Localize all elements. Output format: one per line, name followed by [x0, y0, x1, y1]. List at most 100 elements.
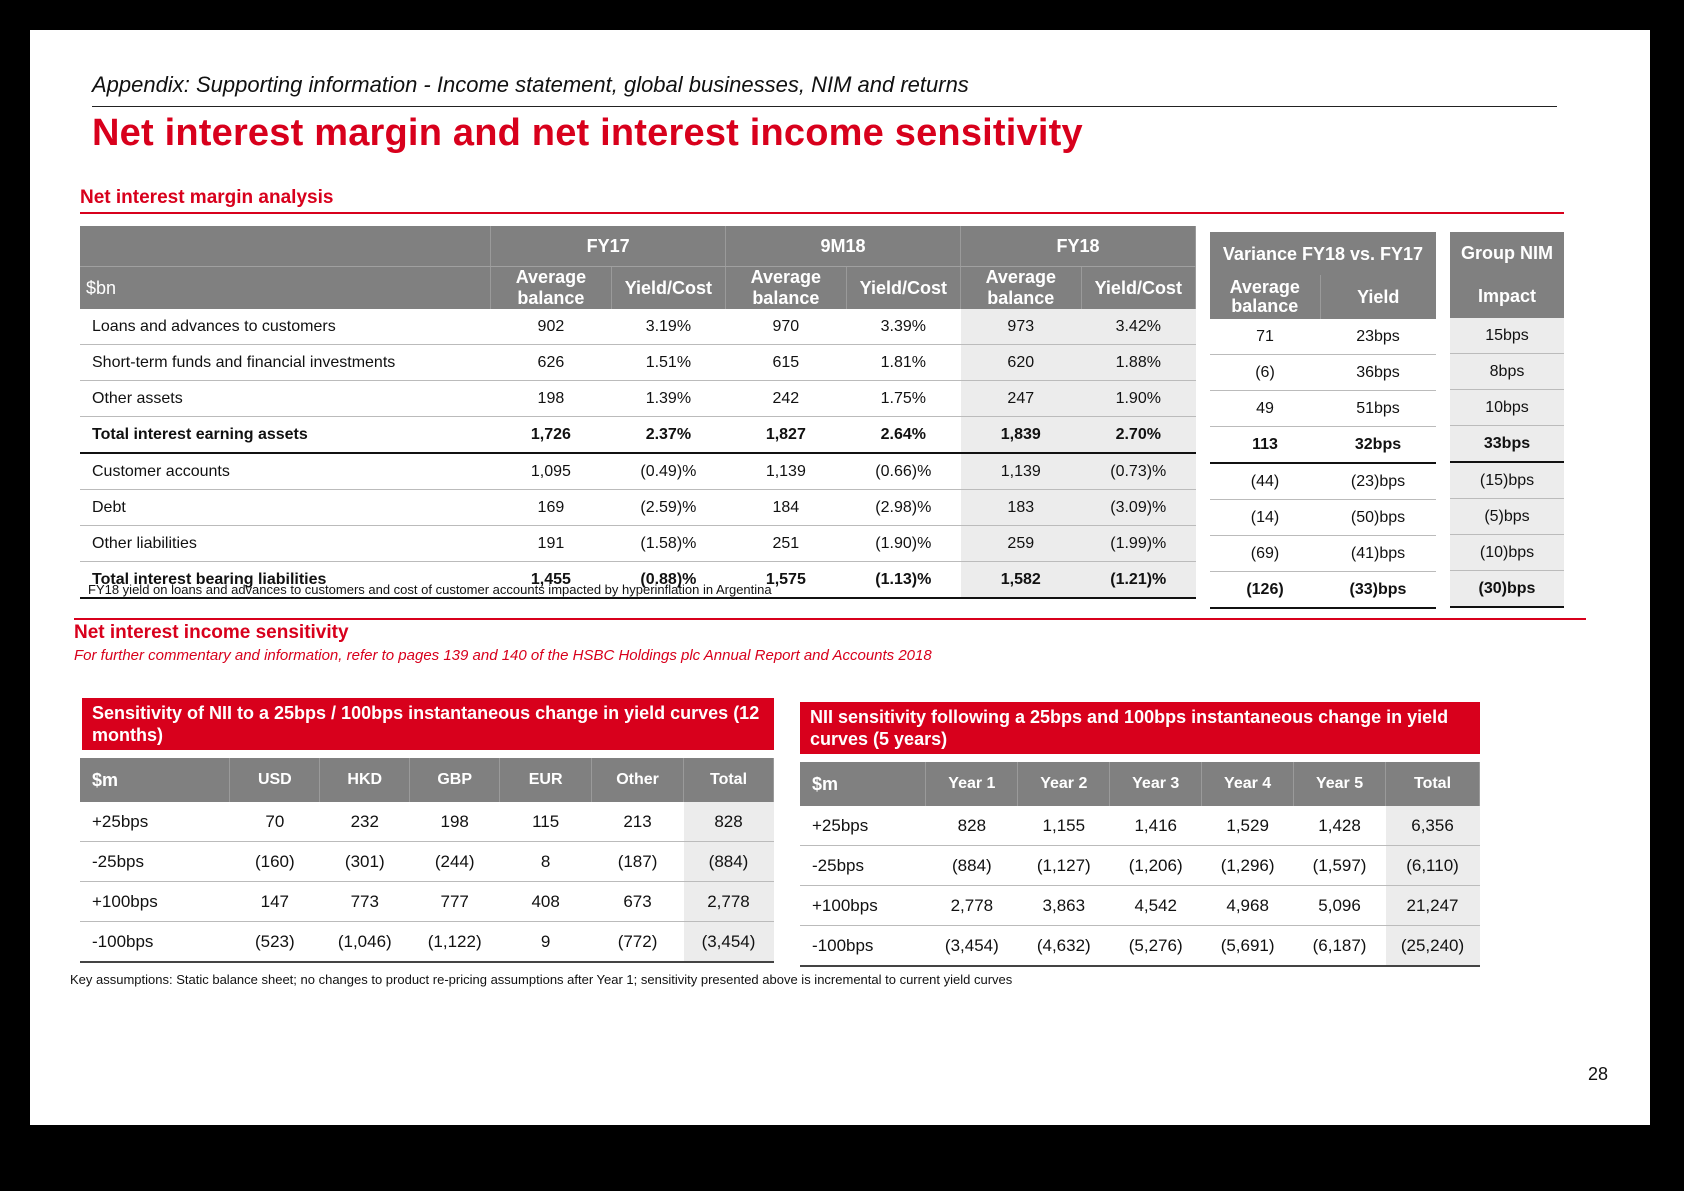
- nim-cell: 1.39%: [611, 380, 726, 417]
- nim-row: Other liabilities 191 (1.58)% 251 (1.90)% 259…: [80, 525, 1196, 562]
- col-avg-balance: Average balance: [960, 266, 1082, 309]
- sens2-cell: (25,240): [1385, 925, 1480, 967]
- nim-cell: 1,839: [960, 416, 1082, 454]
- variance-avg-cell: 113: [1210, 426, 1320, 464]
- nim-row-label: Debt: [80, 489, 491, 526]
- nim-cell: (3.09)%: [1081, 489, 1196, 526]
- sens1-row-label: +100bps: [80, 881, 230, 922]
- sens2-cell: 21,247: [1385, 885, 1480, 926]
- nim-cell: 1,827: [725, 416, 847, 454]
- sens1-col-total: Total: [683, 758, 774, 802]
- nim-row-label: Total interest earning assets: [80, 416, 491, 454]
- nim-cell: 1,575: [725, 561, 847, 599]
- nim-cell: 247: [960, 380, 1082, 417]
- sens2-cell: 2,778: [925, 885, 1018, 926]
- sens2-row: +100bps 2,778 3,863 4,542 4,968 5,096 21,247: [800, 885, 1480, 926]
- nim-cell: 184: [725, 489, 847, 526]
- sens2-row: -100bps (3,454) (4,632) (5,276) (5,691) (6,18…: [800, 925, 1480, 967]
- group-nim-cell: (10)bps: [1450, 534, 1564, 571]
- variance-yield-cell: (33)bps: [1320, 571, 1436, 609]
- group-nim-row: 8bps: [1450, 353, 1564, 390]
- appendix-subtitle: Appendix: Supporting information - Incom…: [92, 72, 969, 97]
- variance-table: Variance FY18 vs. FY17 Average balance Y…: [1210, 232, 1436, 609]
- variance-yield-cell: 36bps: [1320, 354, 1436, 391]
- group-nim-cell: 8bps: [1450, 353, 1564, 390]
- key-assumptions: Key assumptions: Static balance sheet; n…: [70, 972, 1013, 987]
- sens2-unit: $m: [800, 762, 927, 806]
- nim-cell: 902: [490, 309, 612, 345]
- nim-row: Customer accounts 1,095 (0.49)% 1,139 (0.66)…: [80, 453, 1196, 490]
- nim-footnote: FY18 yield on loans and advances to cust…: [88, 582, 772, 597]
- sens2-cell: 4,542: [1109, 885, 1202, 926]
- sens2-row: -25bps (884) (1,127) (1,206) (1,296) (1,597)(…: [800, 845, 1480, 886]
- nim-row: Total interest bearing liabilities 1,455(…: [80, 561, 1196, 599]
- variance-yield-cell: 23bps: [1320, 319, 1436, 355]
- sens2-col: Year 4: [1201, 762, 1295, 806]
- variance-col-yield: Yield: [1320, 275, 1436, 319]
- header-divider: [92, 106, 1557, 107]
- sens2-cell: 5,096: [1293, 885, 1386, 926]
- sens2-cell: (6,187): [1293, 925, 1386, 967]
- nim-cell: 3.39%: [846, 309, 961, 345]
- sens1-cell: 115: [499, 802, 592, 842]
- sens1-col: HKD: [319, 758, 411, 802]
- sens2-cell: (4,632): [1017, 925, 1110, 967]
- nim-cell: 198: [490, 380, 612, 417]
- period-header-fy17: FY17: [490, 226, 727, 267]
- variance-yield-cell: 51bps: [1320, 390, 1436, 427]
- sens2-cell: 1,155: [1017, 806, 1110, 846]
- group-nim-cell: (5)bps: [1450, 498, 1564, 535]
- sens2-cell: 1,529: [1201, 806, 1294, 846]
- nim-cell: 1,139: [960, 453, 1082, 490]
- sens1-cell: (301): [319, 841, 410, 882]
- variance-avg-cell: (14): [1210, 499, 1320, 536]
- page-number: 28: [1587, 1064, 1608, 1084]
- sens1-cell: (523): [229, 921, 320, 963]
- sens1-cell: 213: [591, 802, 684, 842]
- group-nim-cell: 33bps: [1450, 425, 1564, 463]
- sens2-col: Year 3: [1109, 762, 1203, 806]
- nim-cell: 1.75%: [846, 380, 961, 417]
- nim-section-title: Net interest margin analysis: [80, 187, 334, 208]
- nim-row-label: Customer accounts: [80, 453, 491, 490]
- variance-row: (14) (50)bps: [1210, 499, 1436, 536]
- col-yield-cost: Yield/Cost: [611, 266, 727, 309]
- sens2-cell: 4,968: [1201, 885, 1294, 926]
- sens2-cell: (1,597): [1293, 845, 1386, 886]
- page-title: Net interest margin and net interest inc…: [92, 112, 1083, 154]
- group-nim-row: (10)bps: [1450, 534, 1564, 571]
- sens2-title: NII sensitivity following a 25bps and 10…: [800, 702, 1480, 754]
- nim-header-blank: [80, 226, 492, 267]
- nim-cell: 1.51%: [611, 344, 726, 381]
- group-nim-row: 15bps: [1450, 318, 1564, 354]
- nim-cell: (0.88)%: [611, 561, 726, 599]
- nim-cell: 1,726: [490, 416, 612, 454]
- nim-cell: 169: [490, 489, 612, 526]
- nim-section-rule: [80, 212, 1564, 214]
- nim-cell: 1,455: [490, 561, 612, 599]
- nim-cell: (2.98)%: [846, 489, 961, 526]
- sens2-col: Year 5: [1293, 762, 1387, 806]
- nim-cell: 1,582: [960, 561, 1082, 599]
- sens2-cell: 1,416: [1109, 806, 1202, 846]
- variance-row: 113 32bps: [1210, 426, 1436, 464]
- sens1-row-label: +25bps: [80, 802, 230, 842]
- sens1-cell: 2,778: [683, 881, 774, 922]
- sens2-row-label: -25bps: [800, 845, 926, 886]
- nim-row-label: Short-term funds and financial investmen…: [80, 344, 491, 381]
- sens1-row-label: -100bps: [80, 921, 230, 963]
- sens1-cell: 8: [499, 841, 592, 882]
- sens1-row-label: -25bps: [80, 841, 230, 882]
- nim-row-label: Other liabilities: [80, 525, 491, 562]
- sens1-cell: (3,454): [683, 921, 774, 963]
- nim-row-label: Other assets: [80, 380, 491, 417]
- variance-row: 71 23bps: [1210, 319, 1436, 355]
- group-nim-row: 10bps: [1450, 389, 1564, 426]
- nim-cell: 1.90%: [1081, 380, 1196, 417]
- nim-cell: (0.73)%: [1081, 453, 1196, 490]
- sens2-row-label: +100bps: [800, 885, 926, 926]
- group-nim-title: Group NIM: [1450, 232, 1564, 274]
- col-avg-balance: Average balance: [725, 266, 847, 309]
- sens1-col: Other: [591, 758, 684, 802]
- nim-cell: 242: [725, 380, 847, 417]
